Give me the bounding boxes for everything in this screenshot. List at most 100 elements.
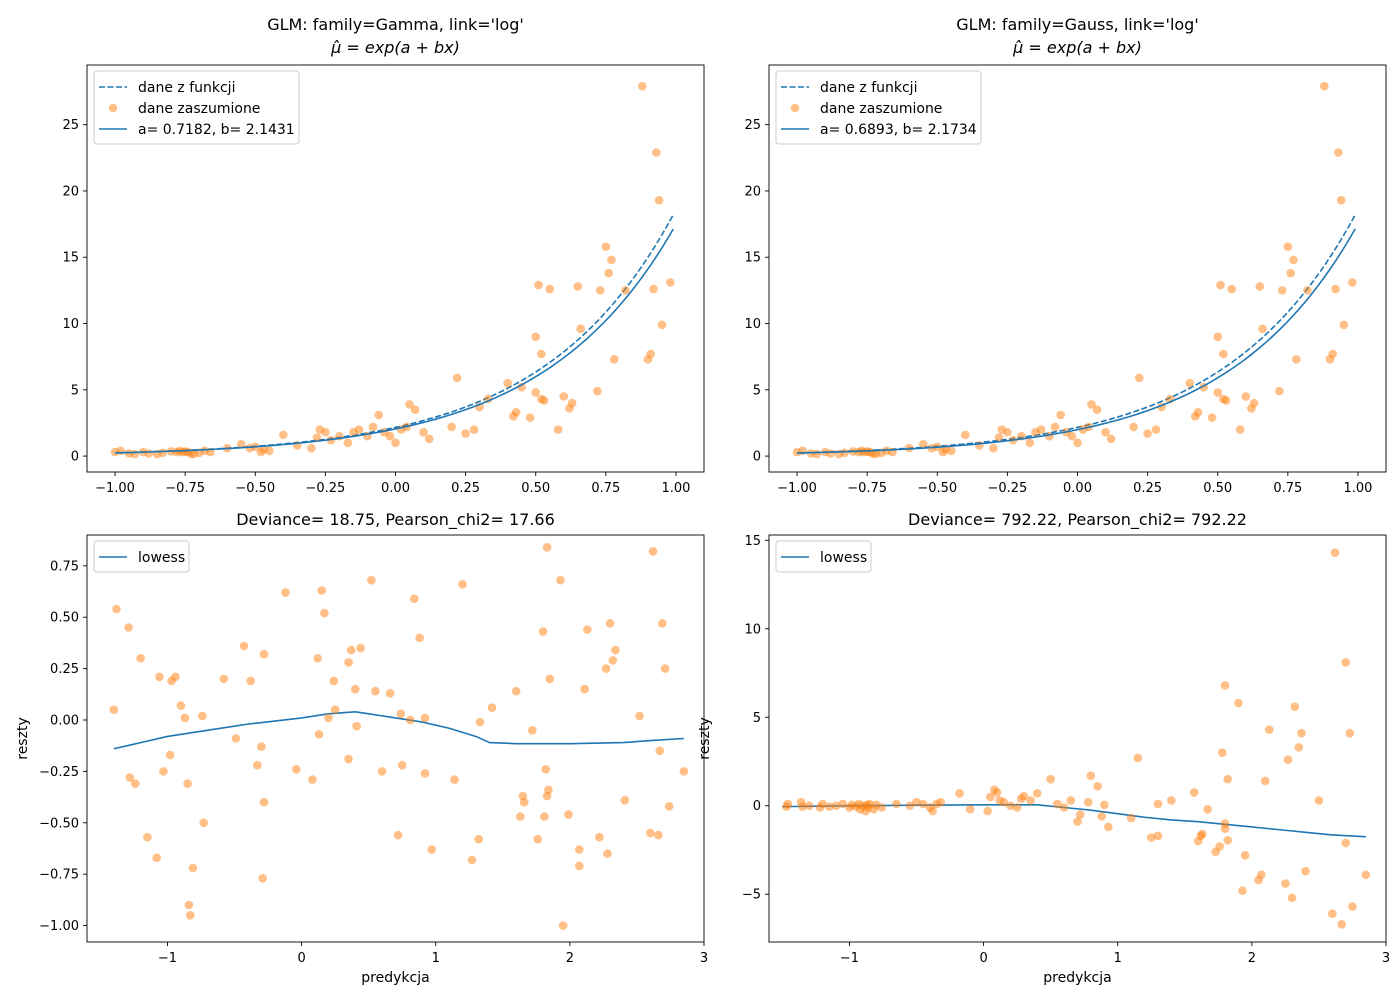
gauss-x-tick-label: −0.50 [917,481,957,496]
gauss-resid-point [1283,755,1293,765]
gamma-resid-point [176,701,186,710]
gauss-resid-x-tick-label: 0 [979,951,987,966]
gauss-point [1087,400,1096,409]
gauss-resid-point [1287,893,1297,903]
gamma-point [652,148,661,157]
gamma-point [559,392,569,401]
gamma-resid-x-tick-label: 0 [297,951,305,966]
gauss-x-tick-label: 0.00 [1063,481,1092,496]
gamma-resid-point [595,832,604,842]
gamma-resid-point [136,654,145,663]
gauss-point [1348,278,1357,287]
gauss-point [812,449,821,459]
gamma-resid-x-tick-label: 2 [566,951,574,966]
gamma-resid-point [415,633,424,643]
gauss-resid-point [1348,902,1357,911]
gauss-resid-point [1341,658,1351,667]
gamma-resid-point [313,654,323,663]
gauss-fitted-line [797,228,1356,454]
gauss-legend-marker-scatter [790,103,800,113]
gamma-point [545,284,555,294]
gamma-resid-point [198,711,207,721]
gamma-resid-point [540,812,549,821]
gamma-resid-point [574,845,584,854]
gamma-resid-plot-area [109,543,689,930]
gauss-point [1151,425,1161,434]
gauss-resid-point [1006,801,1015,811]
gamma-resid-point [474,834,483,844]
gauss-resid-point [798,802,807,811]
gamma-resid-y-tick-label: 0.50 [50,611,79,626]
gamma-legend-label: a= 0.7182, b= 2.1431 [138,122,295,138]
gamma-resid-point [664,802,674,811]
gamma-resid-point [511,686,521,696]
gamma-point [525,413,535,422]
gauss-point [1241,392,1251,401]
gamma-point [537,394,546,404]
gamma-point [646,349,656,359]
gauss-resid-point [1153,831,1163,841]
gauss-point [826,449,835,458]
panel-gamma-residuals: −1 0 1 2 3 −1.00 −0.75 −0.50 −0.25 0.00 0.25 0.50 0.… [15,510,708,986]
gamma-resid-y-tick-label: −0.50 [39,816,79,831]
gamma-resid-y-tick-label: −1.00 [39,919,79,934]
gauss-point [975,441,984,450]
gauss-resid-y-axis-label: reszty [697,717,713,759]
gauss-point [1283,242,1293,251]
gauss-resid-point [804,801,814,811]
gauss-resid-point [892,799,901,809]
gauss-resid-point [1234,698,1243,708]
gamma-resid-point [450,775,459,784]
gamma-resid-point [352,721,361,731]
gauss-point [1258,324,1267,334]
gamma-resid-axes-frame [86,534,705,943]
gamma-fitted-line [115,228,674,454]
gamma-resid-point [620,795,630,805]
gauss-point [1129,422,1138,432]
gamma-point [604,268,613,278]
gamma-point [553,425,563,434]
gauss-point [1219,349,1228,359]
gamma-resid-point [152,853,162,863]
gauss-resid-point [1260,776,1270,786]
gamma-resid-point [654,830,663,840]
gamma-resid-point [112,604,121,614]
gauss-point [989,443,998,453]
gamma-resid-point [397,760,407,770]
gauss-resid-point [1093,781,1102,791]
gamma-resid-point [124,623,133,632]
gamma-resid-point [317,586,327,595]
gamma-resid-point [231,734,241,743]
gamma-resid-point [199,818,208,828]
gauss-resid-point [1281,879,1290,888]
gamma-resid-point [420,713,430,723]
gamma-resid-point [130,779,140,789]
gamma-point [279,430,288,440]
gamma-point [595,286,605,295]
gauss-resid-point [1059,803,1069,812]
gamma-resid-point [420,769,430,778]
gamma-point [405,400,414,409]
gamma-point [567,398,577,408]
gauss-resid-point [1019,791,1029,801]
gamma-point [657,320,667,330]
gamma-point [517,382,526,392]
gamma-resid-point [385,688,395,698]
gamma-resid-point [308,775,317,784]
gauss-true-function-line [797,214,1356,454]
gauss-y-tick-label: 20 [744,184,761,199]
gauss-resid-point [1297,728,1306,738]
gamma-point [374,410,383,420]
gamma-resid-point [239,641,249,651]
gamma-resid-point [246,676,255,686]
gauss-resid-point [1167,796,1176,805]
gamma-point [321,427,330,437]
gamma-resid-point [475,717,485,727]
gauss-point [1036,425,1046,434]
gauss-resid-point [1133,753,1143,763]
gauss-resid-point [1328,909,1337,918]
gamma-x-tick-label: 0.50 [521,481,550,496]
gamma-title: GLM: family=Gamma, link='log' [267,15,524,34]
gamma-resid-point [320,608,329,618]
gamma-resid-title: Deviance= 18.75, Pearson_chi2= 17.66 [236,510,555,530]
